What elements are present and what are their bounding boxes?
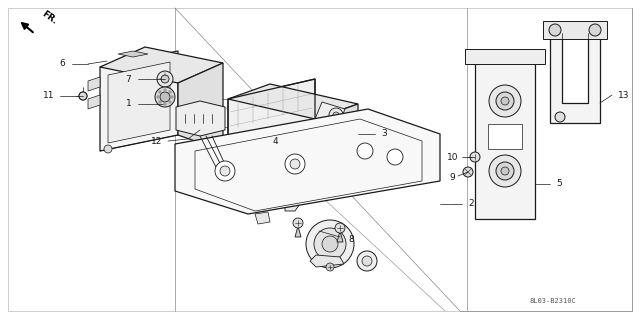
Polygon shape bbox=[465, 49, 545, 64]
Circle shape bbox=[589, 24, 601, 36]
Circle shape bbox=[220, 166, 230, 176]
Polygon shape bbox=[315, 102, 345, 126]
Circle shape bbox=[215, 161, 235, 181]
Circle shape bbox=[362, 256, 372, 266]
Polygon shape bbox=[178, 63, 223, 151]
Circle shape bbox=[163, 102, 166, 106]
Circle shape bbox=[168, 91, 172, 93]
Text: 8: 8 bbox=[348, 234, 354, 243]
Circle shape bbox=[496, 92, 514, 110]
Circle shape bbox=[357, 143, 373, 159]
Polygon shape bbox=[488, 124, 522, 149]
Polygon shape bbox=[543, 21, 607, 39]
Circle shape bbox=[79, 92, 87, 100]
Circle shape bbox=[157, 95, 159, 99]
Text: 2: 2 bbox=[468, 199, 474, 209]
Circle shape bbox=[329, 108, 343, 122]
Circle shape bbox=[496, 162, 514, 180]
Circle shape bbox=[79, 92, 87, 100]
Circle shape bbox=[159, 91, 161, 93]
Circle shape bbox=[163, 88, 166, 92]
Polygon shape bbox=[255, 212, 270, 224]
Polygon shape bbox=[228, 79, 315, 171]
Polygon shape bbox=[118, 51, 148, 57]
Circle shape bbox=[306, 220, 354, 268]
Circle shape bbox=[104, 145, 112, 153]
Text: 9: 9 bbox=[449, 173, 455, 182]
Circle shape bbox=[555, 112, 565, 122]
Circle shape bbox=[387, 149, 403, 165]
Polygon shape bbox=[310, 255, 344, 267]
Polygon shape bbox=[240, 159, 268, 176]
Polygon shape bbox=[100, 47, 223, 83]
Circle shape bbox=[293, 218, 303, 228]
Text: 10: 10 bbox=[447, 152, 458, 161]
Polygon shape bbox=[315, 104, 358, 166]
Polygon shape bbox=[295, 226, 301, 237]
Polygon shape bbox=[88, 77, 100, 91]
Circle shape bbox=[357, 251, 377, 271]
Text: 3: 3 bbox=[381, 130, 387, 138]
Circle shape bbox=[470, 152, 480, 162]
Polygon shape bbox=[175, 109, 440, 214]
Text: FR.: FR. bbox=[40, 9, 59, 26]
Circle shape bbox=[161, 75, 169, 83]
Polygon shape bbox=[550, 33, 600, 123]
Polygon shape bbox=[475, 59, 535, 219]
Polygon shape bbox=[195, 106, 215, 121]
Text: 6: 6 bbox=[60, 60, 65, 69]
Circle shape bbox=[170, 95, 173, 99]
Polygon shape bbox=[285, 199, 302, 211]
Circle shape bbox=[160, 92, 170, 102]
Text: 8L03-B2310C: 8L03-B2310C bbox=[530, 298, 577, 304]
Circle shape bbox=[489, 155, 521, 187]
Circle shape bbox=[314, 228, 346, 260]
Text: 11: 11 bbox=[42, 92, 54, 100]
Circle shape bbox=[463, 167, 473, 177]
Circle shape bbox=[290, 159, 300, 169]
Text: 4: 4 bbox=[272, 137, 278, 145]
Circle shape bbox=[285, 154, 305, 174]
Polygon shape bbox=[228, 84, 358, 119]
Polygon shape bbox=[176, 101, 225, 136]
Polygon shape bbox=[337, 231, 343, 242]
Text: 5: 5 bbox=[556, 180, 562, 189]
Circle shape bbox=[335, 223, 345, 233]
Circle shape bbox=[322, 236, 338, 252]
Circle shape bbox=[168, 100, 172, 103]
Polygon shape bbox=[88, 95, 100, 109]
Circle shape bbox=[549, 24, 561, 36]
Polygon shape bbox=[100, 51, 178, 151]
Circle shape bbox=[155, 87, 175, 107]
Circle shape bbox=[501, 97, 509, 105]
Circle shape bbox=[333, 112, 339, 118]
Text: 7: 7 bbox=[125, 75, 131, 84]
Circle shape bbox=[157, 71, 173, 87]
Circle shape bbox=[159, 100, 161, 103]
Circle shape bbox=[234, 162, 246, 174]
Circle shape bbox=[501, 167, 509, 175]
Text: 13: 13 bbox=[618, 91, 630, 100]
Circle shape bbox=[489, 85, 521, 117]
Circle shape bbox=[326, 263, 334, 271]
Polygon shape bbox=[108, 62, 170, 143]
Text: 1: 1 bbox=[126, 100, 132, 108]
Text: 12: 12 bbox=[150, 137, 162, 145]
